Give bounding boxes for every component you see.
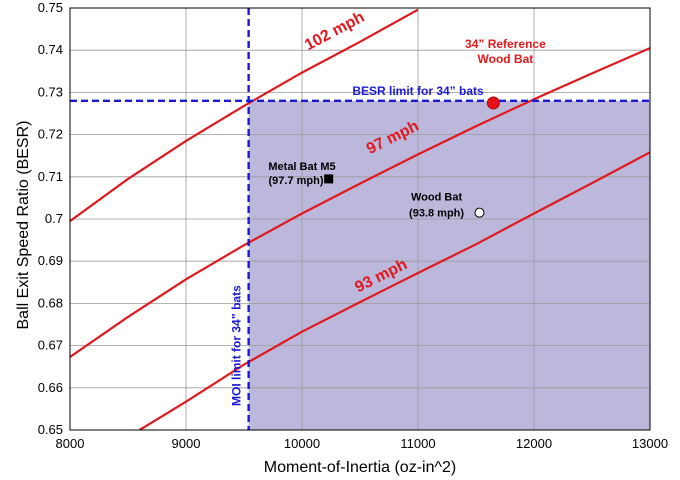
y-tick-label: 0.75 [38, 0, 63, 15]
series-line [70, 8, 419, 222]
shaded-region [248, 100, 650, 430]
point-name-label: 34” Reference [465, 37, 546, 51]
y-axis-label: Ball Exit Speed Ratio (BESR) [15, 121, 32, 330]
point-marker [324, 174, 334, 184]
series-line [70, 47, 650, 358]
y-tick-label: 0.74 [38, 42, 63, 57]
x-tick-label: 12000 [516, 436, 552, 451]
point-marker [474, 207, 485, 218]
y-tick-label: 0.68 [38, 295, 63, 310]
point-value-label: (97.7 mph) [268, 175, 323, 187]
series-line [139, 151, 650, 430]
x-tick-label: 9000 [172, 436, 201, 451]
y-tick-label: 0.73 [38, 84, 63, 99]
x-axis-label: Moment-of-Inertia (oz-in^2) [264, 459, 456, 476]
y-tick-label: 0.7 [45, 211, 63, 226]
y-tick-label: 0.71 [38, 169, 63, 184]
acceptable-region [248, 100, 650, 430]
point-marker [486, 96, 500, 110]
point-value-label: Wood Bat [478, 52, 534, 66]
x-tick-label: 10000 [284, 436, 320, 451]
plot-border [69, 7, 651, 431]
y-tick-label: 0.65 [38, 422, 63, 437]
x-tick-label: 8000 [56, 436, 85, 451]
tick-labels: 8000 9000 10000 11000 12000 13000 0.65 0.66 0.67… [38, 0, 668, 451]
y-tick-label: 0.66 [38, 380, 63, 395]
plot-frame [69, 7, 651, 431]
y-tick-label: 0.67 [38, 338, 63, 353]
x-tick-label: 13000 [632, 436, 668, 451]
curves [70, 8, 650, 430]
point-value-label: (93.8 mph) [409, 208, 464, 220]
data-points [324, 96, 500, 218]
x-tick-label: 11000 [400, 436, 435, 451]
point-name-label: Wood Bat [411, 192, 462, 204]
moi-limit-label: MOI limit for 34” bats [230, 285, 244, 406]
point-name-label: Metal Bat M5 [268, 161, 335, 173]
y-tick-label: 0.69 [38, 253, 63, 268]
besr-limit-label: BESR limit for 34” bats [352, 84, 484, 98]
limit-lines [70, 8, 650, 430]
y-tick-label: 0.72 [38, 127, 63, 142]
